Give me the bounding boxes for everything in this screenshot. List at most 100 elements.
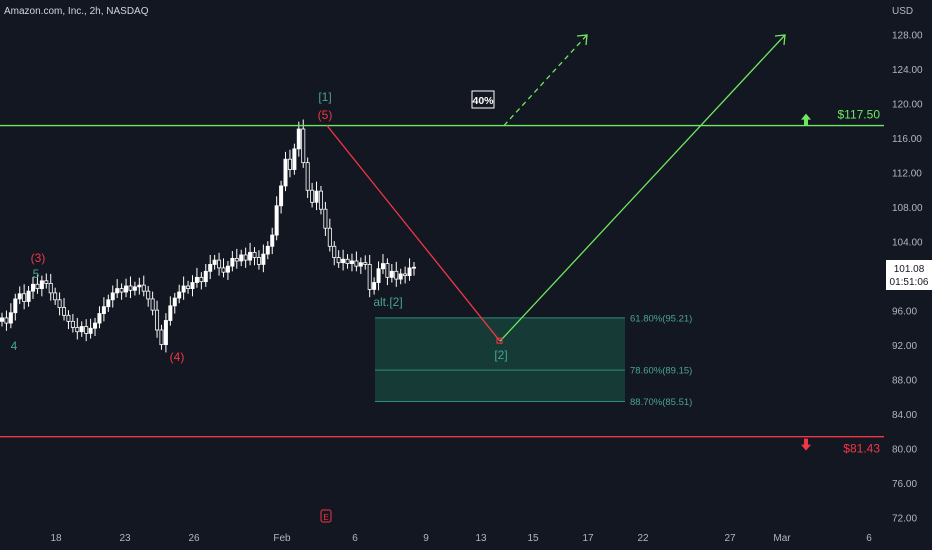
candle-body — [376, 268, 381, 283]
candle-body — [225, 265, 230, 273]
dashed-projection-line — [503, 34, 588, 127]
candle-body — [310, 189, 315, 203]
candle-body — [327, 227, 332, 247]
fib-zone: 61.80%(95.21) 78.60%(89.15) 88.70%(85.51) — [375, 313, 692, 408]
price-tick-label: 80.00 — [892, 445, 917, 456]
price-tick-label: 96.00 — [892, 307, 917, 318]
candle-body — [230, 257, 235, 267]
red-projection-line — [326, 125, 501, 342]
candle-body — [199, 276, 204, 283]
current-price-bg — [886, 260, 932, 290]
fib-level-label: 61.80%(95.21) — [630, 313, 692, 324]
candle-body — [212, 259, 217, 265]
price-tick-label: 108.00 — [892, 203, 923, 214]
candle-body — [70, 320, 75, 328]
candle-body — [159, 329, 164, 346]
date-axis: 18 23 26 Feb 6 9 13 15 17 22 27 Mar 6 — [50, 533, 872, 544]
candle-body — [57, 299, 62, 308]
candle-body — [168, 305, 173, 321]
wave-label: (4) — [170, 350, 185, 364]
candle-body — [332, 245, 337, 258]
fib-level-label: 88.70%(85.51) — [630, 397, 692, 408]
candle-body — [132, 286, 137, 291]
candle-body — [141, 284, 146, 292]
price-axis: 72.0076.0080.0084.0088.0092.0096.00100.0… — [892, 31, 923, 525]
candle-body — [305, 162, 310, 191]
candle-body — [106, 299, 111, 308]
level-label: $81.43 — [843, 442, 880, 456]
candle-body — [84, 326, 89, 334]
candle-body — [66, 314, 71, 322]
candle-body — [407, 267, 412, 277]
candle-body — [8, 312, 13, 324]
date-tick-label: 9 — [423, 533, 429, 544]
dashed-arrow-head — [576, 34, 588, 46]
chart-title: Amazon.com, Inc., 2h, NASDAQ — [4, 6, 149, 17]
candle-body — [411, 266, 416, 269]
candle-body — [53, 292, 58, 301]
green-arrow-head — [774, 34, 786, 46]
candle-body — [349, 260, 354, 264]
current-price-badge: 101.08 01:51:06 — [886, 260, 932, 290]
candle-body — [261, 253, 266, 265]
candle-body — [217, 259, 222, 269]
candle-body — [380, 263, 385, 270]
candle-body — [26, 290, 31, 302]
candle-body — [314, 190, 319, 203]
earnings-marker: E — [320, 509, 332, 523]
probability-text: 40% — [472, 95, 494, 107]
wave-label: alt.[2] — [373, 295, 402, 309]
fib-zone-fill — [375, 317, 625, 402]
candle-body — [163, 320, 168, 346]
candle-body — [336, 257, 341, 264]
date-tick-label: 26 — [188, 533, 200, 544]
date-tick-label: 27 — [724, 533, 736, 544]
date-tick-label: 17 — [582, 533, 594, 544]
wave-2-target-marker — [496, 337, 503, 344]
candle-body — [363, 262, 368, 265]
candle-body — [146, 290, 151, 300]
price-tick-label: 76.00 — [892, 479, 917, 490]
candle-body — [101, 306, 106, 314]
candle-body — [172, 297, 177, 307]
candle-body — [190, 282, 195, 289]
candle-body — [75, 326, 80, 333]
current-price-value: 101.08 — [894, 264, 925, 275]
candle-body — [0, 317, 4, 322]
candle-body — [274, 205, 279, 236]
wave-label: [2] — [494, 348, 507, 362]
candle-body — [88, 327, 93, 334]
date-tick-label: 15 — [527, 533, 539, 544]
candle-body — [323, 208, 328, 229]
price-tick-label: 104.00 — [892, 238, 923, 249]
wave-label: (3) — [31, 251, 46, 265]
candle-body — [150, 298, 155, 311]
candle-body — [181, 285, 186, 293]
candle-body — [283, 158, 288, 187]
price-tick-label: 84.00 — [892, 410, 917, 421]
earnings-text: E — [323, 513, 328, 522]
candle-body — [44, 280, 49, 284]
wave-label: 5 — [33, 267, 40, 281]
candle-body — [265, 245, 270, 255]
wave-label: [1] — [318, 90, 331, 104]
current-price-countdown: 01:51:06 — [890, 277, 929, 288]
wave-label: (5) — [318, 108, 333, 122]
candle-body — [296, 128, 301, 150]
candle-body — [248, 251, 253, 261]
price-tick-label: 72.00 — [892, 514, 917, 525]
wave-labels: 4 5 (3) (4) [1] (5) alt.[2] [2] — [11, 90, 508, 364]
date-tick-label: 6 — [866, 533, 872, 544]
candle-body — [358, 262, 363, 267]
level-label: $117.50 — [838, 108, 881, 122]
candle-body — [97, 313, 102, 324]
candle-body — [93, 322, 98, 329]
candle-body — [203, 270, 208, 283]
candle-body — [48, 282, 53, 294]
price-tick-label: 112.00 — [892, 169, 922, 180]
candle-body — [128, 285, 133, 291]
candle-body — [4, 317, 9, 324]
candle-body — [239, 254, 244, 262]
